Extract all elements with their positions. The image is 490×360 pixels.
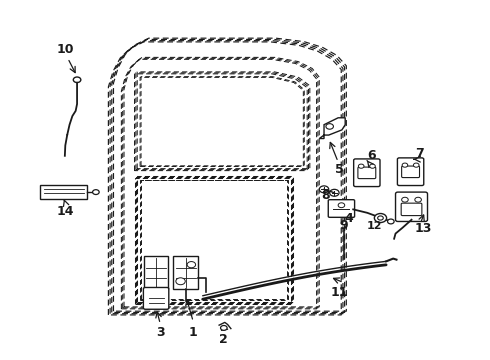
Text: 10: 10: [56, 43, 74, 56]
Circle shape: [374, 213, 387, 222]
Circle shape: [402, 163, 408, 167]
Circle shape: [187, 262, 196, 268]
FancyBboxPatch shape: [397, 158, 424, 185]
FancyBboxPatch shape: [358, 167, 376, 179]
FancyBboxPatch shape: [328, 200, 355, 217]
Bar: [40, 185, 87, 199]
Bar: [144, 256, 169, 289]
FancyBboxPatch shape: [144, 288, 169, 309]
Bar: [173, 256, 198, 289]
Circle shape: [358, 164, 364, 168]
Circle shape: [330, 189, 339, 196]
Circle shape: [319, 186, 329, 193]
Circle shape: [176, 278, 185, 285]
Text: 13: 13: [414, 222, 432, 235]
FancyBboxPatch shape: [401, 203, 422, 216]
FancyBboxPatch shape: [402, 166, 419, 177]
Text: 11: 11: [330, 286, 348, 299]
Circle shape: [402, 197, 408, 202]
Text: 7: 7: [415, 147, 423, 159]
Text: 8: 8: [321, 189, 330, 202]
Circle shape: [378, 216, 383, 220]
Circle shape: [93, 190, 99, 194]
Circle shape: [326, 124, 333, 129]
Text: 2: 2: [220, 333, 228, 346]
Text: 3: 3: [156, 326, 165, 339]
Circle shape: [220, 325, 227, 330]
Text: 12: 12: [367, 221, 382, 231]
Text: 5: 5: [335, 163, 343, 176]
Circle shape: [414, 163, 419, 167]
FancyBboxPatch shape: [395, 192, 427, 221]
Text: 4: 4: [344, 212, 353, 225]
Circle shape: [369, 164, 375, 168]
Text: 14: 14: [56, 205, 74, 218]
Circle shape: [338, 203, 345, 208]
Text: 6: 6: [367, 149, 375, 162]
Circle shape: [74, 77, 81, 82]
Circle shape: [415, 197, 421, 202]
Polygon shape: [319, 118, 345, 139]
FancyBboxPatch shape: [354, 159, 380, 186]
Text: 9: 9: [340, 219, 348, 232]
Circle shape: [388, 219, 394, 224]
Text: 1: 1: [189, 325, 197, 338]
